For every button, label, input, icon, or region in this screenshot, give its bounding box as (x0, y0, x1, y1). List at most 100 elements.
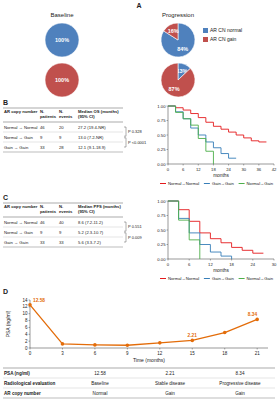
data-label: 8.34 (248, 312, 258, 317)
header-cell: N.patients (40, 204, 57, 214)
column-title: Baseline (50, 12, 74, 18)
x-tick (168, 259, 169, 261)
table-cell: 9 (40, 230, 43, 235)
table-cell: Radiological evaluation (4, 381, 56, 386)
x-tick (159, 348, 160, 350)
legend-swatch (239, 183, 245, 184)
header-cell: Median PFS (months)(95% CI) (78, 204, 121, 214)
km-curve (168, 106, 213, 164)
y-tick-label: 0.75 (157, 213, 166, 218)
table-cell: 13.0 (7.2-NR) (78, 135, 104, 140)
pie-slice (45, 23, 79, 57)
x-tick-label: 12 (196, 167, 201, 172)
x-tick (198, 164, 199, 166)
table-cell: Progressive disease (219, 381, 261, 386)
legend-swatch (203, 28, 208, 33)
x-tick-label: 30 (241, 167, 246, 172)
x-tick (94, 348, 95, 350)
data-label: 84% (177, 46, 188, 52)
legend-label: AR CN normal (210, 27, 242, 33)
header-line: AR copy number (4, 204, 38, 209)
psa-point (28, 303, 32, 307)
table-cell: 12.1 (9.1-18.9) (78, 145, 106, 150)
legend-swatch (160, 278, 166, 279)
table-cell: Normal → Gain (4, 135, 34, 140)
table-cell: 9 (40, 135, 43, 140)
x-tick (127, 348, 128, 350)
x-tick-label: 18 (222, 351, 228, 356)
table-rule (3, 388, 275, 389)
x-tick (258, 164, 259, 166)
x-tick (62, 348, 63, 350)
table-cell: 8.6 (7.2-11.2) (78, 220, 103, 225)
y-tick (29, 341, 31, 342)
background (0, 0, 279, 400)
y-tick-label: 4 (25, 332, 28, 337)
psa-point (158, 341, 162, 345)
psa-point (255, 318, 259, 322)
x-tick (189, 259, 190, 261)
y-tick-label: 0.50 (157, 133, 166, 138)
x-tick-label: 42 (272, 167, 277, 172)
table-rule (3, 217, 123, 218)
table-cell: Gain (235, 391, 245, 396)
table-cell: Baseline (91, 381, 109, 386)
x-tick (274, 164, 275, 166)
x-tick-label: 12 (157, 351, 163, 356)
pie-slice (161, 63, 195, 97)
x-tick (210, 259, 211, 261)
header-line: AR copy number (4, 109, 38, 114)
table-rule (3, 227, 123, 228)
p-value: P 0.009 (128, 235, 142, 240)
y-tick-label: 0.75 (157, 118, 166, 123)
x-tick-label: 6 (182, 167, 185, 172)
x-tick-label: 9 (126, 351, 129, 356)
x-tick-label: 0 (167, 262, 170, 267)
y-tick (167, 215, 169, 216)
x-tick (243, 164, 244, 166)
y-tick-label: 0.50 (157, 228, 166, 233)
table-cell: 9 (59, 135, 62, 140)
panel-letter: C (3, 194, 8, 201)
x-tick-label: 24 (250, 262, 255, 267)
table-cell: Normal → Gain (4, 230, 34, 235)
table-cell: 5.6 (3.3-7.2) (78, 240, 101, 245)
y-axis (30, 300, 31, 348)
bracket (124, 222, 126, 231)
km-curve (168, 201, 200, 259)
y-tick-label: 0.00 (157, 257, 166, 262)
y-tick-label: 0.25 (157, 242, 166, 247)
y-axis-label: PSA (ng/ml) (5, 310, 11, 337)
pie-slice (161, 23, 195, 57)
x-tick-label: 36 (257, 167, 262, 172)
table-cell: 5.2 (2.3-10.7) (78, 230, 104, 235)
plot-area (168, 201, 263, 259)
x-tick-label: 18 (211, 167, 216, 172)
x-axis (168, 259, 274, 260)
x-tick (183, 164, 184, 166)
y-tick (167, 164, 169, 165)
table-cell: Gain → Gain (4, 240, 29, 245)
table-cell: 9 (59, 230, 62, 235)
table-rule (3, 203, 123, 204)
data-label: 2.21 (188, 333, 198, 338)
y-tick (167, 106, 169, 107)
y-tick-label: 0 (25, 346, 28, 351)
y-tick (167, 149, 169, 150)
plot-area (168, 106, 266, 164)
table-rule (3, 368, 275, 369)
x-tick (228, 164, 229, 166)
header-cell: Median OS (months)(95% CI) (78, 109, 119, 119)
table-rule (3, 132, 123, 133)
x-tick (274, 259, 275, 261)
x-axis-label: Time (months) (133, 357, 165, 363)
header-cell: AR copy number (4, 204, 38, 209)
x-tick-label: 3 (61, 351, 64, 356)
data-label: 12.58 (33, 298, 45, 303)
psa-point (223, 331, 227, 335)
y-tick (167, 259, 169, 260)
table-rule (3, 142, 123, 143)
x-tick-label: 12 (208, 262, 213, 267)
legend-swatch (160, 183, 166, 184)
y-tick (29, 300, 31, 301)
